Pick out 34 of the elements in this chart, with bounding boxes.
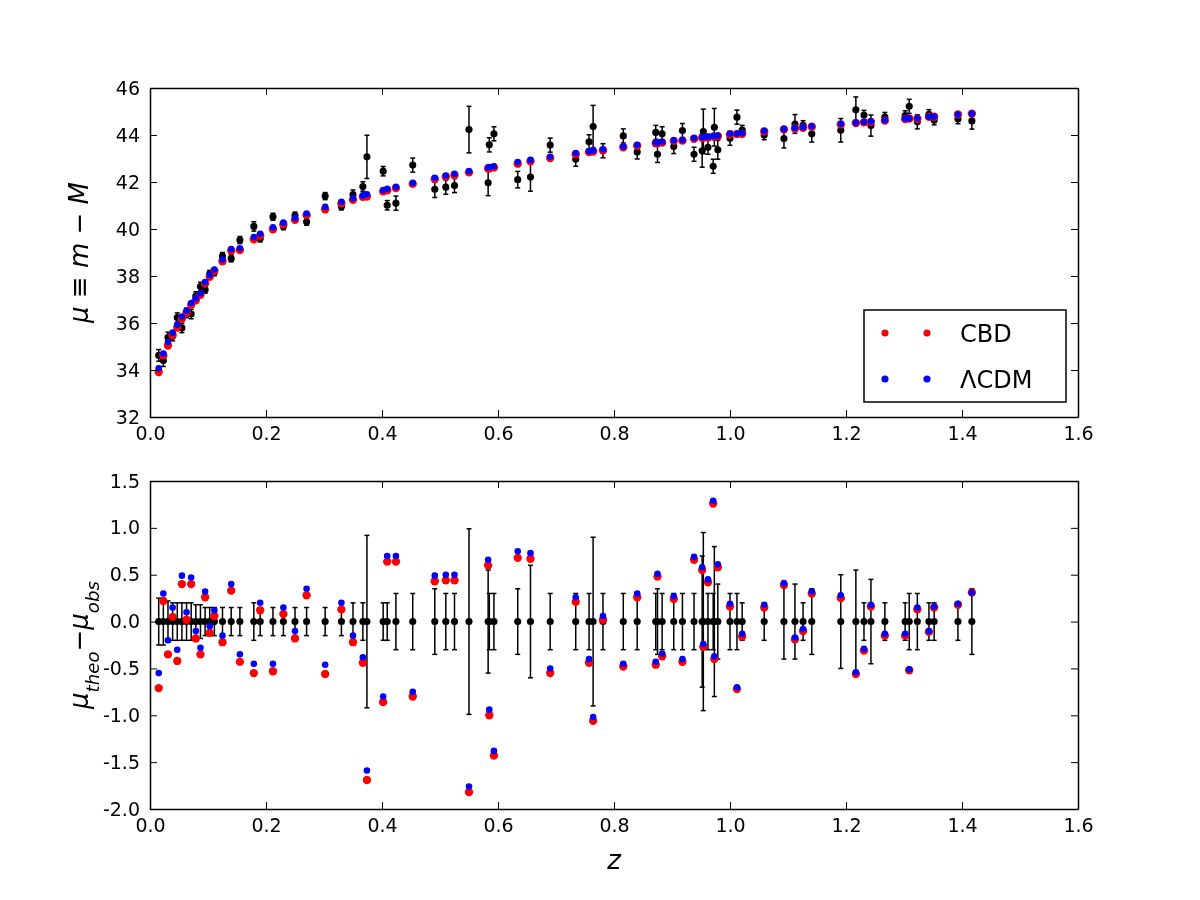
x-tick-label: 0.4 [367,422,398,445]
legend-label: CBD [960,320,1012,348]
y-tick-label: 38 [115,264,140,287]
x-tick-label: 1.2 [831,814,862,837]
x-tick-label: 1.0 [715,814,746,837]
legend-label: ΛCDM [960,366,1033,394]
x-tick-label: 1.4 [947,814,978,837]
y-tick-label: -0.5 [102,657,140,680]
y-tick-label: 0.0 [109,610,140,633]
y-tick-label: -1.5 [102,750,140,773]
y-tick-label: 40 [115,217,140,240]
y-axis-title: μ ≡ m − M [64,182,94,324]
x-tick-label: 0.2 [251,422,282,445]
x-tick-label: 1.0 [715,422,746,445]
x-tick-label: 1.6 [1063,814,1094,837]
x-tick-label: 0.8 [599,814,630,837]
x-tick-label: 1.2 [831,422,862,445]
y-tick-label: 1.0 [109,516,140,539]
x-tick-label: 0.4 [367,814,398,837]
y-tick-label: 0.5 [109,563,140,586]
y-tick-label: 42 [115,170,140,193]
y-tick-label: 36 [115,311,140,334]
y-tick-label: 46 [115,76,140,99]
y-tick-label: 1.5 [109,469,140,492]
y-tick-label: -1.0 [102,703,140,726]
x-tick-label: 0.2 [251,814,282,837]
y-tick-label: 44 [115,123,140,146]
x-tick-label: 0.6 [483,422,514,445]
x-tick-label: 1.6 [1063,422,1094,445]
x-axis-title: z [606,845,623,875]
x-tick-label: 0.8 [599,422,630,445]
x-tick-label: 1.4 [947,422,978,445]
x-tick-label: 0.6 [483,814,514,837]
y-tick-label: 34 [115,358,140,381]
